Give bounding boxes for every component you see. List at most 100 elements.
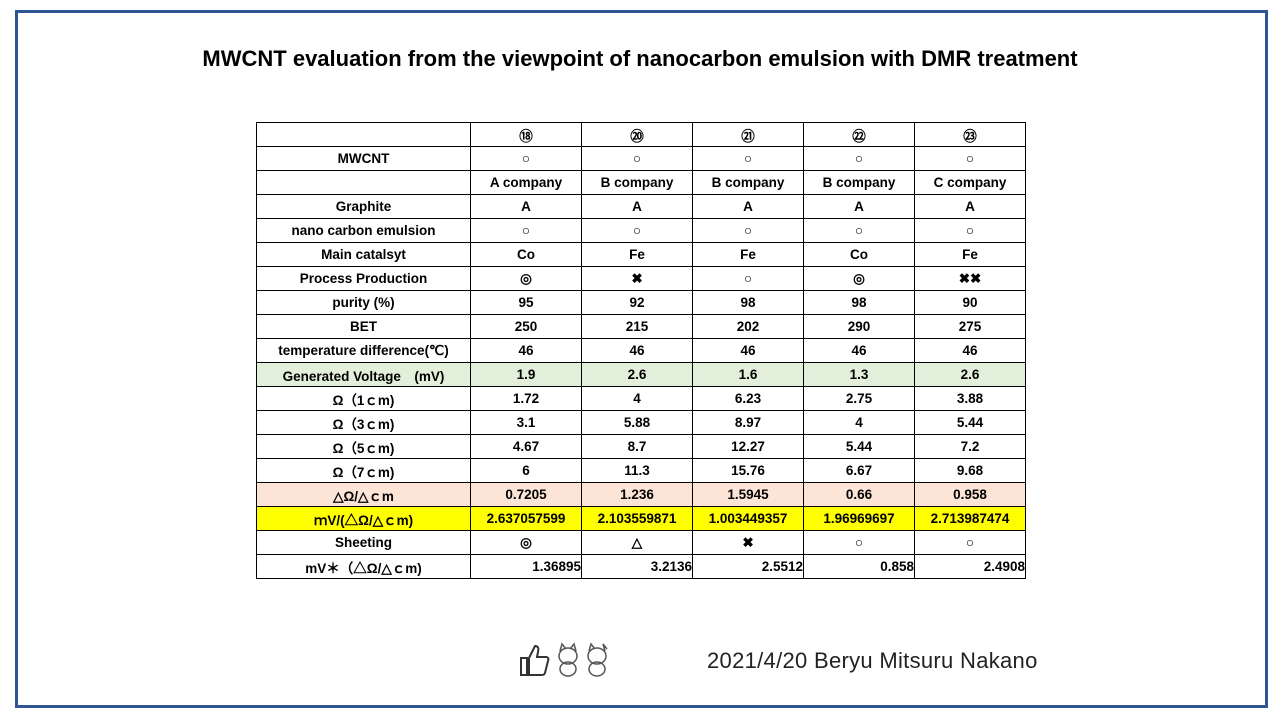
- table-cell: 4: [581, 386, 693, 411]
- table-cell: 2.637057599: [470, 506, 582, 531]
- table-cell: 9.68: [914, 458, 1026, 483]
- table-row: MWCNT ○ ○ ○ ○ ○: [256, 146, 1026, 171]
- table-cell: △: [581, 530, 693, 555]
- table-cell: ○: [803, 218, 915, 243]
- table-cell: A: [914, 194, 1026, 219]
- row-label: Graphite: [256, 194, 471, 219]
- table-cell: ○: [581, 218, 693, 243]
- table-cell: 46: [692, 338, 804, 363]
- table-cell: 1.003449357: [692, 506, 804, 531]
- table-cell: 6.23: [692, 386, 804, 411]
- table-cell: 3.1: [470, 410, 582, 435]
- column-header: ⑳: [581, 122, 693, 147]
- slide-title: MWCNT evaluation from the viewpoint of n…: [202, 46, 1078, 71]
- table-cell: 98: [803, 290, 915, 315]
- table-cell: 1.96969697: [803, 506, 915, 531]
- table-cell: 215: [581, 314, 693, 339]
- table-cell: ○: [914, 218, 1026, 243]
- table-cell: ○: [692, 146, 804, 171]
- row-label: △Ω/△ｃm: [256, 482, 471, 507]
- table-row: △Ω/△ｃm 0.7205 1.236 1.5945 0.66 0.958: [256, 482, 1026, 507]
- row-label: Ω（5ｃm): [256, 434, 471, 459]
- row-label: Main catalsyt: [256, 242, 471, 267]
- table-cell: 4: [803, 410, 915, 435]
- table-cell: 46: [803, 338, 915, 363]
- table-cell: ○: [803, 530, 915, 555]
- table-cell: ◎: [470, 530, 582, 555]
- table-cell: A: [470, 194, 582, 219]
- table-row: purity (%) 95 92 98 98 90: [256, 290, 1026, 315]
- column-header: ㉓: [914, 122, 1026, 147]
- table-cell: 92: [581, 290, 693, 315]
- table-cell: B company: [581, 170, 693, 195]
- table-cell: 12.27: [692, 434, 804, 459]
- table-cell: 275: [914, 314, 1026, 339]
- column-header: ㉑: [692, 122, 804, 147]
- table-cell: 0.66: [803, 482, 915, 507]
- table-cell: 11.3: [581, 458, 693, 483]
- row-label: BET: [256, 314, 471, 339]
- table-cell: 0.958: [914, 482, 1026, 507]
- table-cell: 1.3: [803, 362, 915, 387]
- table-cell: 7.2: [914, 434, 1026, 459]
- column-header: ㉒: [803, 122, 915, 147]
- row-label: purity (%): [256, 290, 471, 315]
- table-row: A company B company B company B company C co…: [256, 170, 1026, 195]
- table-cell: 6: [470, 458, 582, 483]
- table-cell: 46: [914, 338, 1026, 363]
- table-row: Main catalsyt Co Fe Fe Co Fe: [256, 242, 1026, 267]
- table-row: Process Production ◎ ✖ ○ ◎ ✖✖: [256, 266, 1026, 291]
- table-cell: 2.713987474: [914, 506, 1026, 531]
- table-cell: 5.44: [803, 434, 915, 459]
- table-cell: ○: [914, 530, 1026, 555]
- table-cell: A: [803, 194, 915, 219]
- table-row: Graphite A A A A A: [256, 194, 1026, 219]
- table-cell: Fe: [581, 242, 693, 267]
- row-label: Process Production: [256, 266, 471, 291]
- table-cell: 1.9: [470, 362, 582, 387]
- table-cell: ○: [803, 146, 915, 171]
- table-cell: ○: [692, 218, 804, 243]
- table-cell: 46: [581, 338, 693, 363]
- table-cell: 2.5512: [692, 554, 804, 579]
- row-label: mV＊（△Ω/△ｃm): [256, 554, 471, 579]
- table-cell: ✖: [692, 530, 804, 555]
- table-row: Ω（5ｃm) 4.67 8.7 12.27 5.44 7.2: [256, 434, 1026, 459]
- table-cell: B company: [692, 170, 804, 195]
- table-cell: 1.36895: [470, 554, 582, 579]
- table-cell: 5.88: [581, 410, 693, 435]
- table-row: Sheeting ◎ △ ✖ ○ ○: [256, 530, 1026, 555]
- table-cell: 0.7205: [470, 482, 582, 507]
- table-cell: ○: [581, 146, 693, 171]
- table-row: ｍV/(△Ω/△ｃm) 2.637057599 2.103559871 1.00344…: [256, 506, 1026, 531]
- table-cell: 2.4908: [914, 554, 1026, 579]
- table-cell: ✖✖: [914, 266, 1026, 291]
- table-cell: ○: [470, 218, 582, 243]
- table-row: mV＊（△Ω/△ｃm) 1.36895 3.2136 2.5512 0.858 2.490…: [256, 554, 1026, 579]
- table-cell: C company: [914, 170, 1026, 195]
- table-cell: 8.7: [581, 434, 693, 459]
- table-cell: 1.6: [692, 362, 804, 387]
- table-cell: ○: [914, 146, 1026, 171]
- table-cell: 2.6: [914, 362, 1026, 387]
- table-cell: 202: [692, 314, 804, 339]
- table-cell: A: [581, 194, 693, 219]
- table-cell: 2.6: [581, 362, 693, 387]
- footer-credit: 2021/4/20 Beryu Mitsuru Nakano: [707, 648, 1038, 673]
- footer-icons: [520, 642, 608, 677]
- table-cell: ✖: [581, 266, 693, 291]
- row-label: nano carbon emulsion: [256, 218, 471, 243]
- table-cell: 15.76: [692, 458, 804, 483]
- table-cell: 250: [470, 314, 582, 339]
- table-cell: 0.858: [803, 554, 915, 579]
- table-cell: 3.88: [914, 386, 1026, 411]
- table-cell: 1.72: [470, 386, 582, 411]
- row-label: ｍV/(△Ω/△ｃm): [256, 506, 471, 531]
- table-cell: 90: [914, 290, 1026, 315]
- table-row: Ω（7ｃm) 6 11.3 15.76 6.67 9.68: [256, 458, 1026, 483]
- row-label: temperature difference(℃): [256, 338, 471, 363]
- table-cell: ◎: [470, 266, 582, 291]
- table-cell: 8.97: [692, 410, 804, 435]
